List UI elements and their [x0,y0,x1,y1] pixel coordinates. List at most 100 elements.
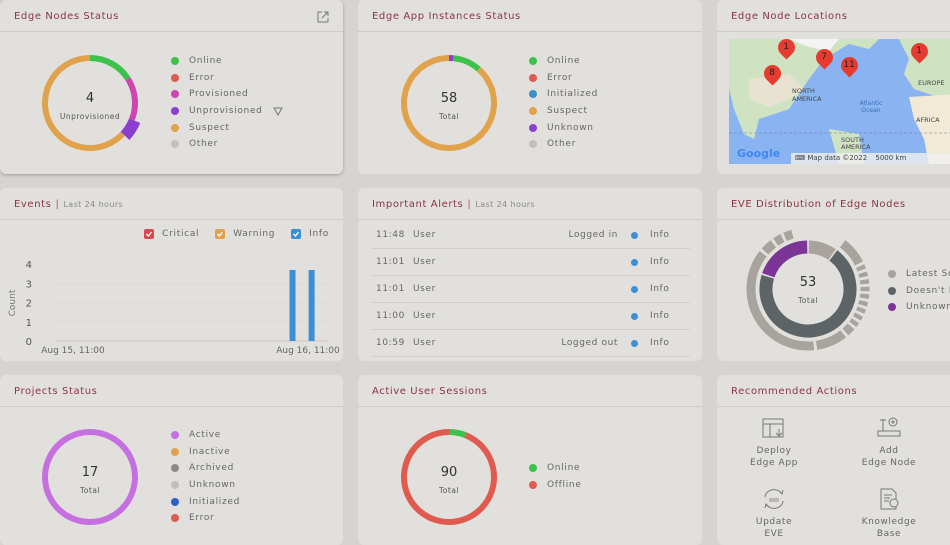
bar[interactable] [290,270,296,341]
alert-source: User [413,230,436,240]
center-value: 53 [758,275,858,290]
legend-dot-icon [171,431,179,439]
legend-item[interactable]: Error [171,510,240,527]
legend-item[interactable]: Other [171,136,283,153]
legend-label: Provisioned [189,89,248,99]
legend-item[interactable]: Unprovisioned [171,103,283,120]
alert-source: User [413,284,436,294]
center-value: 58 [399,91,499,106]
title-text: Edge Node Locations [731,11,848,22]
outer-segment[interactable] [785,234,792,237]
legend-item[interactable]: Latest Soft [888,266,950,283]
inner-segment[interactable] [768,247,807,275]
legend-item[interactable]: Online [529,460,582,477]
outer-segment[interactable] [864,280,865,284]
legend-item[interactable]: Error [171,70,283,87]
donut-segment[interactable] [90,58,128,79]
legend-item[interactable]: Other [529,136,598,153]
donut-segment[interactable] [125,121,135,136]
legend-item[interactable]: Suspect [171,119,283,136]
y-tick-label: 2 [26,299,32,310]
legend-label: Unknown [189,480,236,490]
legend-item[interactable]: Online [171,53,283,70]
y-axis-label: Count [8,289,18,316]
outer-segment[interactable] [860,266,862,270]
info-dot-icon [631,259,638,266]
edge-node-locations-card: Edge Node Locations NORTH AMERICA EUROPE… [717,0,950,174]
legend-item[interactable]: Unknown [529,119,598,136]
legend-item[interactable]: Initialized [529,86,598,103]
x-tick-label: Aug 16, 11:00 [276,346,340,356]
legend-dot-icon [529,90,537,98]
map-scale: 5000 km [875,154,906,162]
action-label: Deploy [729,445,819,457]
legend-dot-icon [171,124,179,132]
filter-icon[interactable] [273,106,283,116]
legend-dot-icon [171,448,179,456]
outer-segment[interactable] [863,301,864,305]
legend-item[interactable]: Online [529,53,598,70]
update-eve-icon [761,488,787,510]
legend-dot-icon [171,481,179,489]
alert-row[interactable]: 11:00 User Info [372,303,690,330]
y-tick-label: 0 [26,337,32,348]
outer-segment[interactable] [864,294,865,298]
donut-segment[interactable] [453,58,479,69]
outer-segment[interactable] [853,321,856,324]
action-label: Add [844,445,934,457]
donut-segment[interactable] [449,432,466,435]
legend-label: Archived [189,463,234,473]
legend-item[interactable]: Active [171,427,240,444]
legend-label: Online [547,463,580,473]
legend-item[interactable]: Suspect [529,103,598,120]
legend-item[interactable]: Unknown [888,299,950,316]
action-label: Edge Node [844,457,934,469]
alert-row[interactable]: 11:01 User Info [372,276,690,303]
legend-item[interactable]: Offline [529,477,582,494]
legend-dot-icon [171,57,179,65]
legend-dot-icon [529,124,537,132]
outer-segment[interactable] [845,326,851,332]
center-label: Total [399,486,499,495]
outer-segment[interactable] [765,244,773,252]
deploy-app-icon [761,417,787,439]
legend-item[interactable]: Error [529,70,598,87]
outer-segment[interactable] [863,273,864,277]
legend-label: Active [189,430,221,440]
legend-dot-icon [171,464,179,472]
legend-label: Inactive [189,447,230,457]
legend-item[interactable]: Inactive [171,444,240,461]
alert-row[interactable]: 10:59 User Logged out Info [372,330,690,357]
subtitle: Last 24 hours [475,200,535,209]
legend-item[interactable]: Archived [171,460,240,477]
map-data-attribution[interactable]: Map data ©2022 [807,154,867,162]
alert-row[interactable]: 11:48 User Logged in Info [372,222,690,249]
alert-row[interactable]: 11:01 User Info [372,249,690,276]
map[interactable]: NORTH AMERICA EUROPE AFRICA SOUTH AMERIC… [729,39,950,164]
add-node-icon [876,417,902,439]
legend-item[interactable]: Initialized [171,493,240,510]
outer-segment[interactable] [857,315,859,319]
bar[interactable] [309,270,315,341]
alert-level: Info [650,311,669,321]
legend-label: Initialized [189,497,240,507]
alert-source: User [413,338,436,348]
legend-item[interactable]: Unknown [171,477,240,494]
outer-segment[interactable] [860,308,862,312]
legend-item[interactable]: Provisioned [171,86,283,103]
outer-segment[interactable] [776,238,783,242]
legend-label: Unknown [906,302,950,312]
legend-dot-icon [171,74,179,82]
keyboard-icon[interactable]: ⌨ [795,154,807,162]
inner-segment[interactable] [809,247,832,255]
legend-dot-icon [529,481,537,489]
legend-dot-icon [529,57,537,65]
legend-item[interactable]: Doesn't ha [888,283,950,300]
